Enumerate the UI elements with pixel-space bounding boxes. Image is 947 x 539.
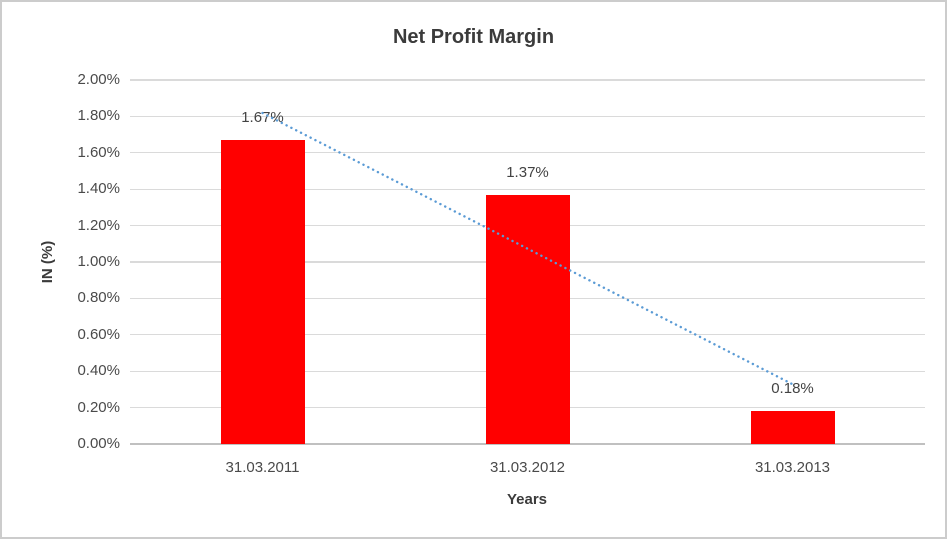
x-axis-line xyxy=(130,443,925,445)
x-axis-title: Years xyxy=(506,491,548,508)
bar-31.03.2011 xyxy=(220,140,305,444)
bar-31.03.2013 xyxy=(750,411,835,444)
gridline xyxy=(130,79,925,81)
y-tick-label: 2.00% xyxy=(77,71,120,88)
y-tick-label: 0.00% xyxy=(77,435,120,452)
y-tick-label: 0.20% xyxy=(77,398,120,416)
y-tick-label: 1.60% xyxy=(77,143,120,161)
y-tick-label: 1.20% xyxy=(77,216,120,234)
x-category-label: 31.03.2012 xyxy=(489,459,566,476)
y-tick-label: 0.40% xyxy=(77,362,120,380)
y-tick-label: 1.80% xyxy=(77,107,120,125)
chart-title: Net Profit Margin xyxy=(392,26,555,48)
bar-31.03.2012 xyxy=(485,194,570,444)
x-category-label: 31.03.2011 xyxy=(225,459,300,476)
data-label: 1.67% xyxy=(241,109,284,127)
x-category-label: 31.03.2013 xyxy=(754,459,831,476)
y-tick-label: 1.40% xyxy=(77,180,120,198)
data-label: 0.18% xyxy=(771,380,814,398)
y-tick-label: 0.80% xyxy=(77,289,120,307)
y-tick-label: 1.00% xyxy=(77,253,120,270)
y-tick-label: 0.60% xyxy=(77,325,120,343)
data-label: 1.37% xyxy=(506,163,549,181)
